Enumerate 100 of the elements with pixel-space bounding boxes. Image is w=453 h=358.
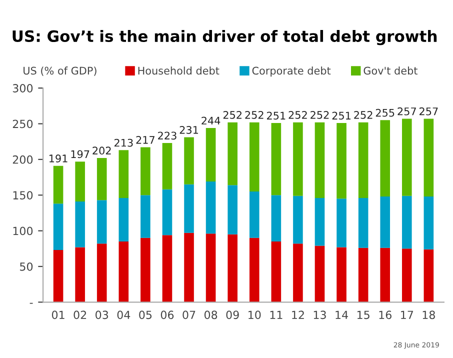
bar [424,196,434,250]
bar [402,248,412,302]
y-axis-title: US (% of GDP) [24,66,96,76]
total-label: 252 [354,110,372,119]
x-tick-label: 10 [248,310,261,320]
bar [293,122,303,196]
total-label: 231 [180,126,198,134]
x-tick-label: 09 [226,310,239,320]
x-tick-label: 11 [270,310,282,319]
bar [206,234,216,302]
legend-label: Gov't debt [364,66,418,75]
x-tick-label: 02 [74,310,86,320]
chart-title: US: Gov’t is the main driver of total debt growth [12,30,437,46]
total-label: 252 [310,110,329,119]
bar [75,202,85,248]
total-label: 223 [158,132,176,140]
total-label: 217 [136,136,154,144]
bar [402,118,412,196]
y-tick-label: 250 [12,120,33,128]
bar [293,244,303,302]
y-tick-label: 100 [13,226,33,236]
x-tick-label: 12 [292,310,304,319]
bar [314,246,325,302]
bar [118,198,129,242]
bar [206,128,216,182]
bar [358,248,368,302]
bar [140,238,150,302]
bar [96,244,107,302]
y-tick-label: 200 [12,155,33,164]
bar [336,198,346,248]
bar [271,195,282,242]
bar [358,198,368,248]
x-tick-label: 14 [336,310,348,319]
bar [402,196,412,249]
x-tick-label: 01 [52,310,64,320]
x-tick-label: 18 [422,310,435,320]
bar [380,248,390,302]
bar [424,118,434,197]
total-label: 252 [223,110,242,119]
x-tick-label: 08 [204,310,218,320]
bar [314,122,325,198]
bar [118,241,129,302]
bar [314,198,325,246]
bar [140,147,150,196]
bar [249,122,260,192]
legend-label: Corporate debt [252,66,331,77]
total-label: 251 [332,112,351,120]
bar [228,185,238,234]
total-label: 202 [92,146,111,155]
bar [184,137,194,184]
x-tick-label: 16 [379,310,392,320]
bar [96,200,107,244]
bar [249,192,260,238]
x-tick-label: 13 [314,310,326,320]
bar [75,247,85,302]
bar [140,195,150,238]
bar [293,196,303,244]
bar [118,150,129,198]
bar [380,120,390,197]
total-label: 252 [288,110,307,119]
bar [184,184,194,233]
bar [336,247,346,302]
bar [96,158,107,200]
bar [358,122,368,198]
x-tick-label: 07 [182,310,196,320]
x-tick-label: 06 [160,310,174,320]
bar [162,189,172,236]
bar [228,234,238,302]
bar [249,238,260,302]
bar [162,235,172,302]
x-tick-label: 15 [357,310,370,320]
bar [184,232,194,302]
y-tick-label: 50 [20,262,33,271]
legend-label: Household debt [138,66,220,75]
bar [53,250,64,302]
total-label: 191 [49,154,68,162]
bar [271,241,282,302]
x-tick-label: 17 [401,310,414,319]
y-tick-label: 300 [12,84,33,92]
bar [75,162,85,202]
x-tick-label: 05 [139,310,152,320]
total-label: 197 [71,150,90,158]
total-label: 257 [420,107,438,116]
bar [162,143,172,190]
y-tick-label: - [30,302,33,304]
bar [206,182,216,234]
total-label: 255 [376,108,394,117]
total-label: 244 [202,116,220,124]
x-tick-label: 04 [117,310,130,320]
total-label: 213 [114,138,133,147]
bar [228,122,238,186]
x-tick-label: 03 [96,310,108,320]
total-label: 257 [398,107,416,116]
total-label: 252 [245,110,264,119]
bar [424,249,434,302]
bar [53,204,64,250]
bar [336,123,346,199]
y-tick-label: 150 [13,191,33,200]
total-label: 251 [266,112,286,120]
bar [271,123,282,196]
